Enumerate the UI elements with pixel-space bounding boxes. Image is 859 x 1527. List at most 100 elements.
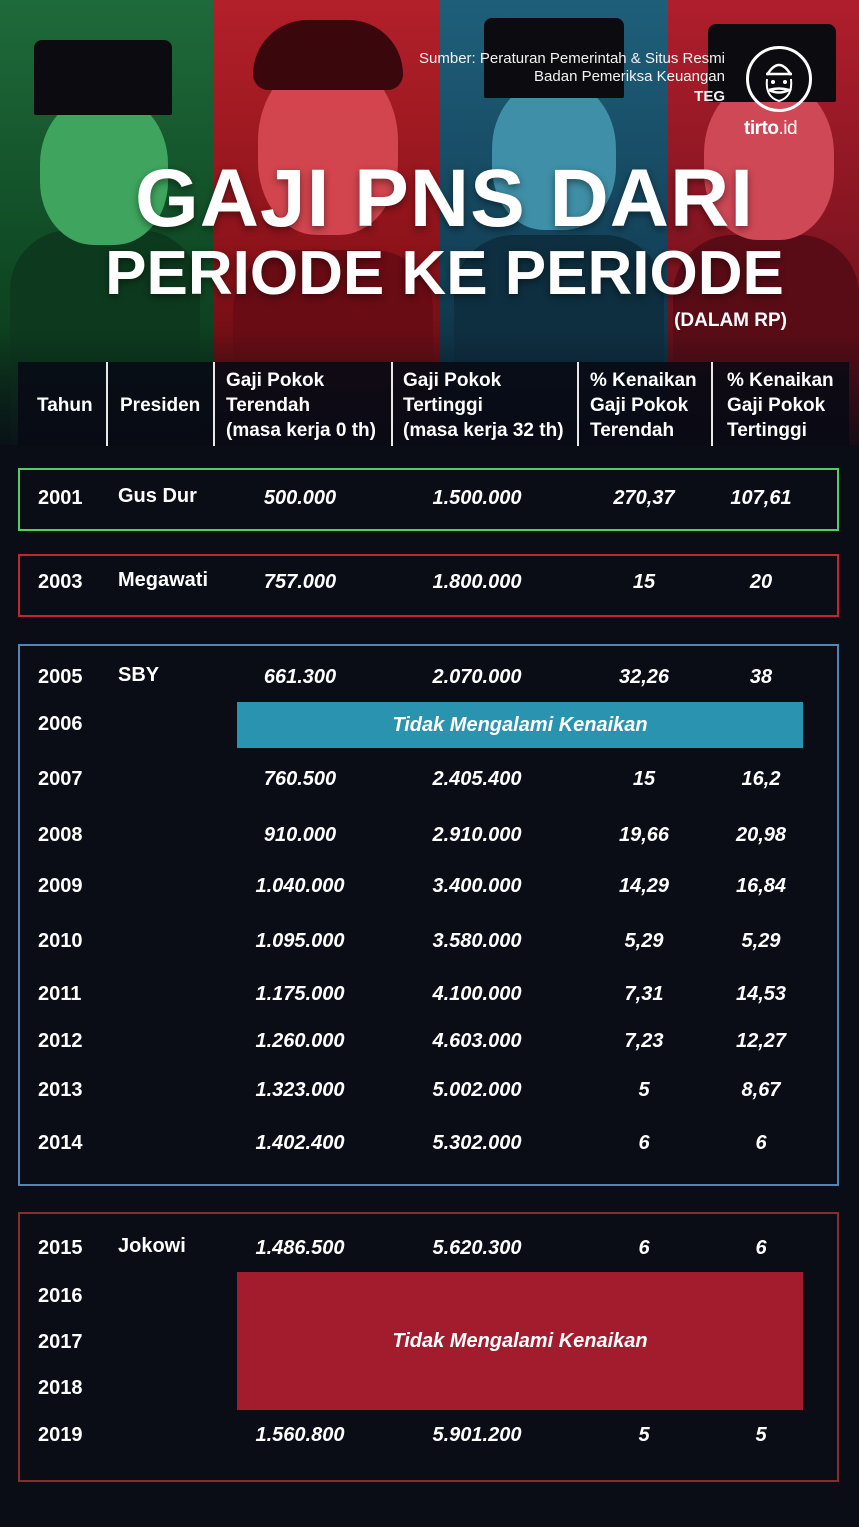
tirto-mascot-icon bbox=[746, 46, 812, 112]
col-header-high-line: Gaji Pokok bbox=[403, 370, 502, 391]
cell-high: 5.620.300 bbox=[432, 1237, 522, 1259]
cell-low: 760.500 bbox=[263, 768, 337, 790]
cell-pct-high: 14,53 bbox=[735, 983, 787, 1005]
cell-year: 2014 bbox=[38, 1132, 83, 1154]
hair-shape bbox=[253, 20, 403, 90]
no-increase-banner-jokowi: Tidak Mengalami Kenaikan bbox=[237, 1272, 803, 1410]
source-line-1: Sumber: Peraturan Pemerintah & Situs Res… bbox=[419, 50, 725, 67]
cell-low: 1.486.500 bbox=[255, 1237, 345, 1259]
cell-high: 4.603.000 bbox=[432, 1030, 522, 1052]
cell-pct-low: 7,23 bbox=[624, 1030, 664, 1052]
cell-pct-high: 6 bbox=[755, 1237, 767, 1259]
cell-president: Jokowi bbox=[118, 1235, 186, 1257]
cell-year: 2003 bbox=[38, 571, 83, 593]
col-header-low-line: (masa kerja 0 th) bbox=[226, 420, 376, 441]
cell-high: 4.100.000 bbox=[432, 983, 522, 1005]
cell-year: 2009 bbox=[38, 875, 83, 897]
group-box-sby bbox=[18, 644, 839, 1186]
title-line-1: GAJI PNS DARI bbox=[135, 153, 754, 244]
cell-pct-high: 20,98 bbox=[735, 824, 787, 846]
cell-pct-low: 7,31 bbox=[624, 983, 664, 1005]
col-header-year: Tahun bbox=[37, 395, 93, 416]
logo-wordmark: tirto.id bbox=[744, 118, 818, 140]
cell-high: 3.580.000 bbox=[432, 930, 522, 952]
cell-year: 2015 bbox=[38, 1237, 83, 1259]
cell-year: 2005 bbox=[38, 666, 83, 688]
cell-year: 2016 bbox=[38, 1285, 83, 1307]
figure-face bbox=[40, 95, 168, 245]
cell-pct-low: 15 bbox=[632, 571, 656, 593]
cell-president: SBY bbox=[118, 664, 160, 686]
title-line-2: PERIODE KE PERIODE bbox=[105, 239, 784, 308]
peci-hat-icon bbox=[34, 40, 172, 115]
cell-year: 2017 bbox=[38, 1331, 83, 1353]
col-header-pct-high-line: Tertinggi bbox=[727, 420, 807, 441]
col-header-low-line: Terendah bbox=[226, 395, 311, 416]
cell-pct-low: 5 bbox=[638, 1079, 650, 1101]
column-divider bbox=[106, 362, 108, 446]
col-header-pct-low-line: % Kenaikan bbox=[590, 370, 697, 391]
cell-president: Megawati bbox=[118, 569, 209, 591]
col-header-high: Gaji Pokok Tertinggi (masa kerja 32 th) bbox=[403, 368, 564, 443]
cell-year: 2012 bbox=[38, 1030, 83, 1052]
col-header-president: Presiden bbox=[120, 395, 201, 416]
cell-low: 757.000 bbox=[263, 571, 337, 593]
cell-low: 1.560.800 bbox=[255, 1424, 345, 1446]
cell-year: 2007 bbox=[38, 768, 83, 790]
cell-year: 2011 bbox=[38, 983, 82, 1005]
source-note: Sumber: Peraturan Pemerintah & Situs Res… bbox=[419, 50, 725, 106]
col-header-pct-high: % Kenaikan Gaji Pokok Tertinggi bbox=[727, 368, 834, 443]
col-header-pct-low-line: Terendah bbox=[590, 420, 675, 441]
cell-high: 5.302.000 bbox=[432, 1132, 522, 1154]
cell-low: 1.040.000 bbox=[255, 875, 345, 897]
logo-suffix: .id bbox=[778, 118, 798, 139]
peci-hat-icon bbox=[484, 18, 624, 98]
cell-year: 2018 bbox=[38, 1377, 83, 1399]
cell-low: 1.260.000 bbox=[255, 1030, 345, 1052]
unit-label: (DALAM RP) bbox=[674, 310, 787, 331]
cell-pct-high: 16,84 bbox=[735, 875, 787, 897]
cell-president: Gus Dur bbox=[118, 485, 197, 507]
source-line-2: Badan Pemeriksa Keuangan bbox=[534, 68, 725, 85]
group-box-megawati bbox=[18, 554, 839, 617]
tirto-logo: tirto.id bbox=[744, 46, 814, 140]
cell-pct-low: 14,29 bbox=[618, 875, 670, 897]
cell-low: 500.000 bbox=[263, 487, 337, 509]
col-header-pct-high-line: Gaji Pokok bbox=[727, 395, 826, 416]
cell-high: 2.405.400 bbox=[432, 768, 522, 790]
cell-pct-high: 16,2 bbox=[741, 768, 781, 790]
cell-pct-high: 5,29 bbox=[741, 930, 781, 952]
group-box-jokowi bbox=[18, 1212, 839, 1482]
cell-pct-high: 8,67 bbox=[741, 1079, 781, 1101]
col-header-low-line: Gaji Pokok bbox=[226, 370, 325, 391]
cell-high: 1.800.000 bbox=[432, 571, 522, 593]
cell-pct-high: 20 bbox=[749, 571, 773, 593]
col-header-high-line: (masa kerja 32 th) bbox=[403, 420, 564, 441]
col-header-pct-low: % Kenaikan Gaji Pokok Terendah bbox=[590, 368, 697, 443]
cell-high: 2.910.000 bbox=[432, 824, 522, 846]
cell-pct-low: 5,29 bbox=[624, 930, 664, 952]
cell-pct-high: 12,27 bbox=[735, 1030, 787, 1052]
column-divider bbox=[213, 362, 215, 446]
cell-pct-low: 6 bbox=[638, 1237, 650, 1259]
cell-pct-low: 5 bbox=[638, 1424, 650, 1446]
cell-pct-high: 38 bbox=[749, 666, 773, 688]
cell-pct-low: 32,26 bbox=[618, 666, 670, 688]
cell-year: 2019 bbox=[38, 1424, 83, 1446]
cell-pct-high: 107,61 bbox=[730, 487, 792, 509]
column-header-bar bbox=[18, 362, 849, 446]
no-increase-banner-sby: Tidak Mengalami Kenaikan bbox=[237, 702, 803, 748]
cell-pct-low: 270,37 bbox=[613, 487, 675, 509]
cell-high: 5.002.000 bbox=[432, 1079, 522, 1101]
cell-low: 1.175.000 bbox=[255, 983, 345, 1005]
col-header-low: Gaji Pokok Terendah (masa kerja 0 th) bbox=[226, 368, 376, 443]
logo-name: tirto bbox=[744, 118, 779, 139]
cell-pct-low: 6 bbox=[638, 1132, 650, 1154]
cell-low: 910.000 bbox=[263, 824, 337, 846]
column-divider bbox=[577, 362, 579, 446]
cell-year: 2008 bbox=[38, 824, 83, 846]
cell-year: 2013 bbox=[38, 1079, 83, 1101]
cell-pct-high: 5 bbox=[755, 1424, 767, 1446]
cell-low: 1.095.000 bbox=[255, 930, 345, 952]
cell-year: 2001 bbox=[38, 487, 83, 509]
